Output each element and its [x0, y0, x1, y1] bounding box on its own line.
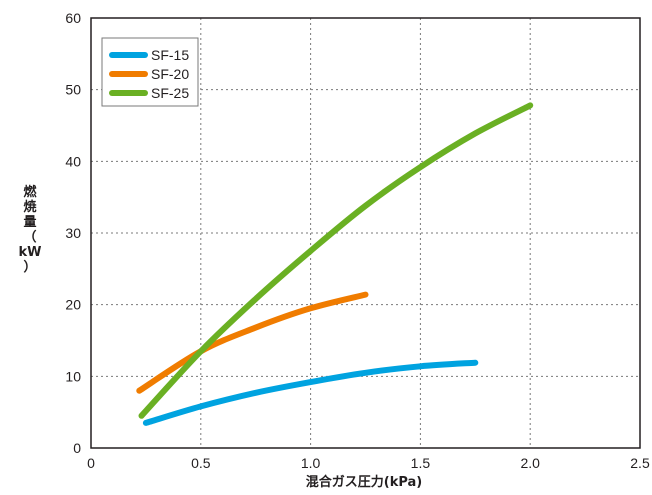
y-tick-label: 30 [65, 225, 81, 241]
y-tick-label: 10 [65, 368, 81, 384]
x-tick-label: 2.5 [630, 455, 650, 471]
x-tick-label: 1.5 [411, 455, 431, 471]
x-tick-label: 1.0 [301, 455, 321, 471]
x-axis-title: 混合ガス圧力(kPa) [306, 474, 422, 490]
series-line-sf-15 [142, 359, 479, 426]
y-axis-title-char: kW [19, 245, 42, 260]
y-axis-title-char: ） [23, 259, 36, 275]
x-tick-label: 2.0 [520, 455, 540, 471]
y-tick-label: 60 [65, 10, 81, 26]
legend-label-sf-25: SF-25 [151, 85, 189, 101]
y-axis-title-char: 燃 [23, 184, 37, 200]
plot-frame [90, 17, 641, 449]
y-axis-title: 燃焼量（kW） [19, 184, 42, 275]
x-tick-label: 0.5 [191, 455, 211, 471]
legend-label-sf-15: SF-15 [151, 47, 189, 63]
y-tick-label: 20 [65, 297, 81, 313]
legend: SF-15 SF-20 SF-25 [101, 37, 199, 107]
series-line-sf-25 [138, 102, 534, 419]
series-lines [136, 102, 534, 426]
y-axis-title-char: 焼 [23, 199, 36, 215]
x-tick-label: 0 [87, 455, 95, 471]
y-tick-label: 50 [65, 82, 81, 98]
y-axis-title-char: 量 [23, 215, 36, 230]
y-tick-label: 0 [73, 440, 81, 456]
legend-label-sf-20: SF-20 [151, 66, 189, 82]
y-tick-label: 40 [65, 153, 81, 169]
y-axis-title-char: （ [23, 229, 36, 245]
series-line-sf-20 [136, 291, 369, 394]
axis-ticks: 0 0.5 1.0 1.5 2.0 2.5 0 10 20 30 40 50 60 [65, 10, 650, 471]
